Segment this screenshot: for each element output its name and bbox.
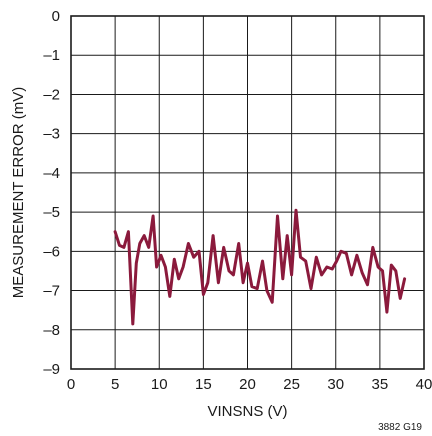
y-axis-label: MEASUREMENT ERROR (mV) [10, 87, 27, 298]
x-tick-label: 20 [239, 376, 256, 393]
tick-labels: 0 5 10 15 20 25 30 35 40 0 –1 –2 –3 –4 –5 –6 –7 –8 –9 [43, 8, 432, 393]
plot-frame [70, 15, 425, 370]
grid [70, 15, 425, 370]
y-tick-label: 0 [52, 8, 60, 25]
x-tick-label: 30 [327, 376, 344, 393]
y-tick-label: –2 [43, 86, 60, 103]
y-tick-label: –1 [43, 47, 60, 64]
y-tick-label: –6 [43, 243, 60, 260]
x-tick-label: 15 [195, 376, 212, 393]
x-tick-label: 5 [111, 376, 119, 393]
x-tick-label: 40 [416, 376, 432, 393]
x-axis-label: VINSNS (V) [207, 403, 287, 420]
y-tick-label: –3 [43, 126, 60, 143]
y-tick-label: –4 [43, 165, 60, 182]
y-tick-label: –8 [43, 322, 60, 339]
y-tick-label: –9 [43, 361, 60, 378]
figure-id: 3882 G19 [378, 422, 422, 433]
series-layer [113, 208, 407, 326]
x-tick-label: 25 [283, 376, 300, 393]
series-line [113, 208, 407, 326]
x-tick-label: 0 [67, 376, 75, 393]
y-tick-label: –7 [43, 283, 60, 300]
y-tick-label: –5 [43, 204, 60, 221]
x-tick-label: 35 [372, 376, 389, 393]
x-tick-label: 10 [151, 376, 168, 393]
